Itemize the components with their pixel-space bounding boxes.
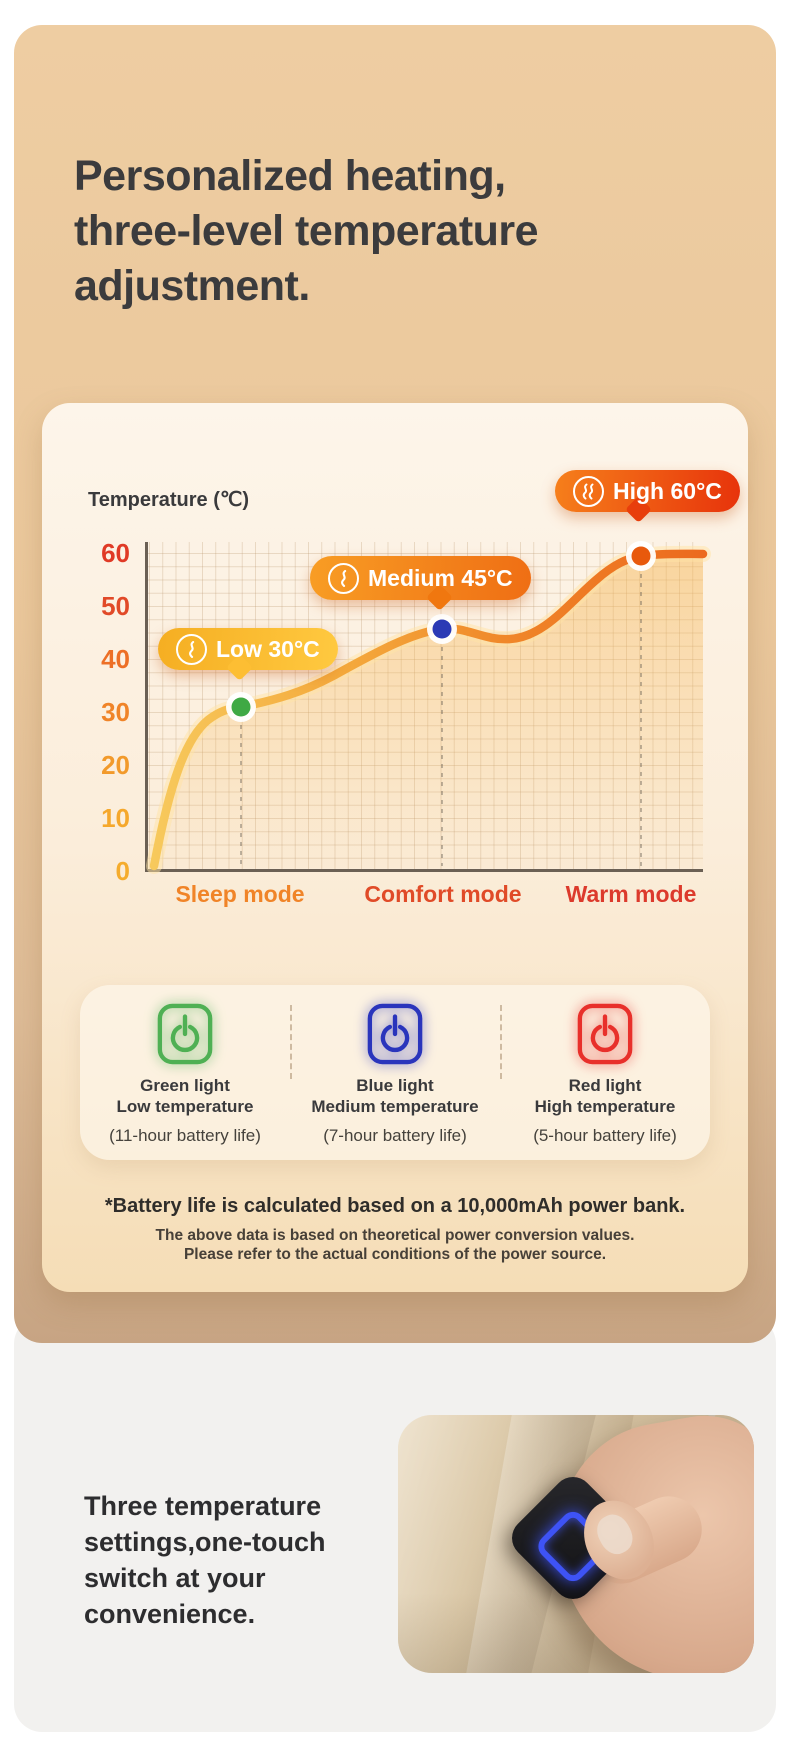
badge-high-label: High 60°C — [613, 477, 722, 504]
badge-high-60c: High 60°C — [555, 470, 740, 523]
y-tick-50: 50 — [101, 591, 130, 621]
page-title-line-2: three-level temperature — [74, 206, 539, 255]
bottom-heading-line-3: switch at your — [84, 1563, 266, 1594]
temperature-curve-svg — [146, 541, 711, 874]
y-tick-60: 60 — [101, 538, 130, 568]
light-modes-panel: Green light Low temperature (11-hour bat… — [80, 985, 710, 1160]
bottom-heading-line-1: Three temperature — [84, 1491, 322, 1522]
footnote-sub-2: Please refer to the actual conditions of… — [183, 1246, 607, 1263]
heat-waves-icon — [573, 475, 604, 507]
hero-section: Personalized heating, three-level temper… — [14, 25, 776, 1343]
badge-medium-label: Medium 45°C — [368, 564, 513, 591]
heat-wave-icon — [176, 633, 207, 665]
badge-medium-45c: Medium 45°C — [310, 556, 531, 611]
bottom-heading-line-4: convenience. — [84, 1599, 256, 1630]
mode-green-low: Green light Low temperature (11-hour bat… — [80, 985, 290, 1160]
data-point-warm-mode — [626, 541, 656, 571]
mode-battery-label: (5-hour battery life) — [533, 1126, 677, 1145]
divider — [290, 1005, 292, 1079]
temperature-chart-card: Temperature (℃) 60 50 40 30 20 10 0 — [42, 403, 748, 1292]
power-button-icon-blue — [367, 1003, 423, 1065]
mode-light-label: Green light — [140, 1076, 230, 1095]
divider — [500, 1005, 502, 1079]
y-tick-30: 30 — [101, 697, 130, 727]
mode-temp-label: Low temperature — [116, 1097, 254, 1116]
badge-low-label: Low 30°C — [216, 635, 320, 662]
bottom-heading: Three temperature settings,one-touch swi… — [84, 1488, 326, 1632]
page-title-line-3: adjustment. — [74, 261, 310, 310]
bottom-heading-line-2: settings,one-touch — [84, 1527, 326, 1558]
mode-temp-label: High temperature — [534, 1097, 676, 1116]
x-label-sleep-mode: Sleep mode — [175, 881, 305, 907]
heat-wave-icon — [328, 562, 359, 594]
battery-footnote: *Battery life is calculated based on a 1… — [104, 1195, 686, 1217]
mode-battery-label: (7-hour battery life) — [323, 1126, 467, 1145]
curve-line — [149, 549, 708, 871]
y-tick-40: 40 — [101, 644, 130, 674]
mode-battery-label: (11-hour battery life) — [109, 1126, 261, 1145]
power-button-icon-green — [157, 1003, 213, 1065]
curve-area-fill — [154, 553, 703, 868]
x-label-warm-mode: Warm mode — [565, 881, 697, 907]
jacket-button-photo — [398, 1415, 754, 1673]
y-tick-0: 0 — [115, 856, 130, 886]
footnote-sub-1: The above data is based on theoretical p… — [155, 1227, 635, 1244]
y-tick-20: 20 — [101, 750, 130, 780]
x-label-comfort-mode: Comfort mode — [364, 881, 522, 907]
data-point-comfort-mode — [427, 614, 457, 644]
page-title: Personalized heating, three-level temper… — [74, 149, 539, 314]
mode-temp-label: Medium temperature — [311, 1097, 479, 1116]
thumb-nail — [591, 1509, 639, 1560]
data-point-sleep-mode — [226, 692, 256, 722]
y-axis-title: Temperature (℃) — [88, 489, 250, 511]
power-button-icon-red — [577, 1003, 633, 1065]
page-title-line-1: Personalized heating, — [74, 151, 506, 200]
mode-light-label: Red light — [568, 1076, 642, 1095]
mode-light-label: Blue light — [356, 1076, 434, 1095]
mode-blue-medium: Blue light Medium temperature (7-hour ba… — [290, 985, 500, 1160]
y-tick-10: 10 — [101, 803, 130, 833]
badge-low-30c: Low 30°C — [158, 628, 338, 681]
mode-red-high: Red light High temperature (5-hour batte… — [500, 985, 710, 1160]
